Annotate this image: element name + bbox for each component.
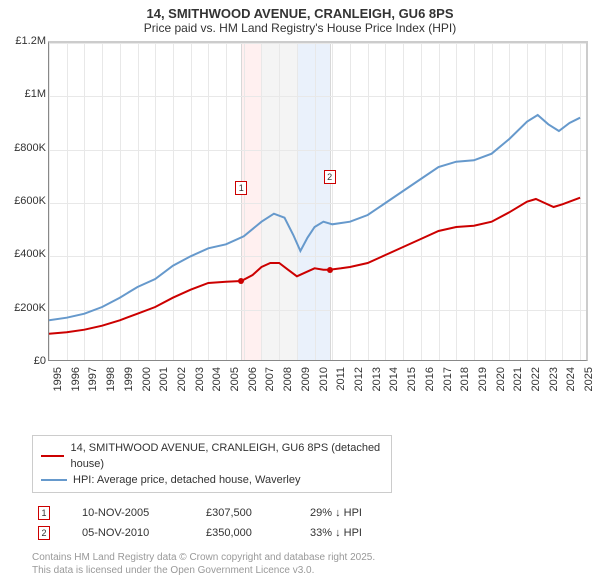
transaction-date: 05-NOV-2010	[82, 527, 182, 539]
x-tick-label: 2024	[565, 367, 577, 397]
transaction-diff: 33% ↓ HPI	[310, 527, 400, 539]
y-tick-label: £200K	[2, 302, 46, 314]
x-tick-label: 2023	[548, 367, 560, 397]
transaction-diff: 29% ↓ HPI	[310, 507, 400, 519]
y-tick-label: £800K	[2, 142, 46, 154]
x-tick-label: 1999	[123, 367, 135, 397]
y-tick-label: £400K	[2, 248, 46, 260]
chart-container: £0£200K£400K£600K£800K£1M£1.2M 12 199519…	[0, 41, 600, 391]
x-tick-label: 1997	[87, 367, 99, 397]
marker-box: 1	[235, 181, 247, 195]
legend-label: 14, SMITHWOOD AVENUE, CRANLEIGH, GU6 8PS…	[70, 440, 383, 472]
x-tick-label: 2009	[300, 367, 312, 397]
x-tick-label: 2011	[335, 367, 347, 397]
x-tick-label: 2003	[194, 367, 206, 397]
x-tick-label: 2018	[459, 367, 471, 397]
title-line2: Price paid vs. HM Land Registry's House …	[0, 21, 600, 35]
x-tick-label: 2013	[371, 367, 383, 397]
y-tick-label: £1M	[2, 88, 46, 100]
x-tick-label: 2015	[406, 367, 418, 397]
x-tick-label: 2010	[318, 367, 330, 397]
transaction-rows: 1 10-NOV-2005 £307,500 29% ↓ HPI 2 05-NOV-201…	[32, 503, 578, 543]
transaction-price: £350,000	[206, 527, 286, 539]
x-tick-label: 2019	[477, 367, 489, 397]
x-tick-label: 2022	[530, 367, 542, 397]
marker-box: 2	[324, 170, 336, 184]
x-tick-label: 2000	[141, 367, 153, 397]
x-tick-label: 2008	[282, 367, 294, 397]
legend-row: HPI: Average price, detached house, Wave…	[41, 472, 383, 488]
x-tick-label: 1998	[105, 367, 117, 397]
transaction-date: 10-NOV-2005	[82, 507, 182, 519]
marker-dot	[238, 278, 244, 284]
legend: 14, SMITHWOOD AVENUE, CRANLEIGH, GU6 8PS…	[32, 435, 578, 543]
series-price_paid	[49, 198, 580, 334]
legend-swatch	[41, 479, 67, 481]
x-tick-label: 2006	[247, 367, 259, 397]
x-tick-label: 2005	[229, 367, 241, 397]
footer-line1: Contains HM Land Registry data © Crown c…	[32, 551, 600, 564]
x-tick-label: 2002	[176, 367, 188, 397]
legend-box: 14, SMITHWOOD AVENUE, CRANLEIGH, GU6 8PS…	[32, 435, 392, 493]
x-axis-labels: 1995 1996 1997 1998 1999 2000 2001 2002 2003 2004…	[48, 365, 588, 395]
line-series-svg	[49, 43, 588, 361]
y-tick-label: £600K	[2, 195, 46, 207]
x-tick-label: 2020	[495, 367, 507, 397]
y-tick-label: £0	[2, 355, 46, 367]
legend-row: 14, SMITHWOOD AVENUE, CRANLEIGH, GU6 8PS…	[41, 440, 383, 472]
footer-line2: This data is licensed under the Open Gov…	[32, 564, 600, 577]
x-tick-label: 2001	[158, 367, 170, 397]
transaction-price: £307,500	[206, 507, 286, 519]
transaction-marker: 2	[38, 526, 50, 540]
marker-dot	[327, 267, 333, 273]
transaction-marker: 1	[38, 506, 50, 520]
transaction-row: 2 05-NOV-2010 £350,000 33% ↓ HPI	[32, 523, 578, 543]
x-tick-label: 2021	[512, 367, 524, 397]
x-tick-label: 2017	[442, 367, 454, 397]
x-tick-label: 2012	[353, 367, 365, 397]
x-tick-label: 2025	[583, 367, 595, 397]
y-tick-label: £1.2M	[2, 35, 46, 47]
x-tick-label: 2007	[264, 367, 276, 397]
footer: Contains HM Land Registry data © Crown c…	[32, 551, 600, 577]
x-tick-label: 1995	[52, 367, 64, 397]
plot-area: 12	[48, 41, 588, 361]
legend-label: HPI: Average price, detached house, Wave…	[73, 472, 300, 488]
x-tick-label: 2004	[211, 367, 223, 397]
x-tick-label: 2014	[388, 367, 400, 397]
title-line1: 14, SMITHWOOD AVENUE, CRANLEIGH, GU6 8PS	[0, 6, 600, 21]
plot: £0£200K£400K£600K£800K£1M£1.2M 12 199519…	[48, 41, 596, 391]
y-axis-labels: £0 £200K £400K £600K £800K £1M £1.2M	[2, 35, 46, 365]
legend-swatch	[41, 455, 64, 457]
transaction-row: 1 10-NOV-2005 £307,500 29% ↓ HPI	[32, 503, 578, 523]
title-block: 14, SMITHWOOD AVENUE, CRANLEIGH, GU6 8PS…	[0, 0, 600, 37]
x-tick-label: 1996	[70, 367, 82, 397]
x-tick-label: 2016	[424, 367, 436, 397]
